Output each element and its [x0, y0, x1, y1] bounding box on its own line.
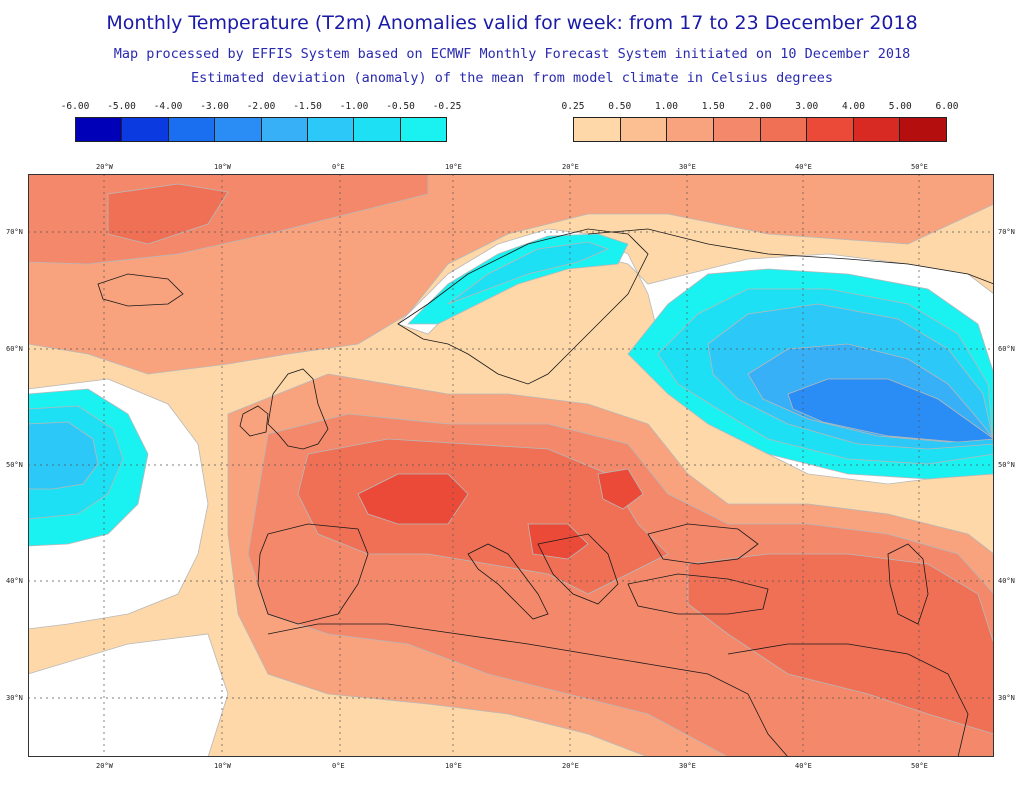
longitude-label: 10°W	[214, 163, 231, 171]
legend-cold-box	[307, 118, 355, 141]
legend-warm-tick-label: 5.00	[888, 101, 912, 112]
coastline-iceland	[97, 273, 184, 307]
map-panel	[28, 174, 994, 757]
latitude-label: 50°N	[998, 461, 1015, 469]
coastline-arctic	[587, 228, 994, 285]
legend-cold-box	[354, 118, 401, 141]
legend-warm-ticks: 0.25 0.50 1.00 1.50 2.00 3.00 4.00 5.00 6.00	[562, 101, 959, 115]
legend-warm-tick-label: 6.00	[935, 101, 959, 112]
anomaly-region-cold-0-5	[447, 241, 610, 305]
anomaly-region-cold-2-0	[787, 378, 994, 443]
legend-warm-tick-label: 2.00	[748, 101, 772, 112]
coastline-black-sea	[647, 523, 759, 565]
legend-cold-tick-label: -2.00	[246, 101, 276, 112]
map-title: Monthly Temperature (T2m) Anomalies vali…	[106, 12, 918, 34]
latitude-label: 50°N	[6, 461, 23, 469]
latitude-label: 40°N	[998, 577, 1015, 585]
longitude-label: 20°E	[562, 163, 579, 171]
legend-cold-tick-label: -6.00	[60, 101, 90, 112]
map-subtitle-units: Estimated deviation (anomaly) of the mea…	[190, 70, 834, 86]
legend-warm-tick-label: 4.00	[842, 101, 865, 112]
latitude-label: 70°N	[6, 228, 23, 236]
anomaly-region-cold-1-0	[28, 421, 99, 490]
anomaly-region-warm-2-0	[107, 183, 229, 245]
graticule	[28, 174, 994, 757]
latitude-label: 30°N	[6, 694, 23, 702]
latitude-label: 60°N	[998, 345, 1015, 353]
coastline-italy	[467, 543, 549, 620]
longitude-label: 30°E	[679, 762, 696, 770]
legend-cold-tick-label: -0.25	[432, 101, 462, 112]
legend-warm-box	[713, 118, 761, 141]
longitude-label: 10°E	[445, 163, 462, 171]
coastline-caspian	[887, 543, 929, 625]
legend-cold-tick-label: -3.00	[200, 101, 229, 112]
anomaly-map	[28, 174, 994, 757]
coastline-scandinavia	[397, 228, 649, 385]
map-subtitle-source: Map processed by EFFIS System based on E…	[113, 46, 911, 62]
longitude-label: 30°E	[679, 163, 696, 171]
latitude-label: 60°N	[6, 345, 23, 353]
map-border	[28, 174, 994, 757]
legend-warm-tick-label: 0.50	[608, 101, 632, 112]
legend-warm-box	[574, 118, 621, 141]
coastline-balkans	[537, 533, 619, 605]
longitude-label: 40°E	[795, 163, 812, 171]
longitude-label: 20°W	[96, 762, 113, 770]
longitude-label: 50°E	[911, 163, 928, 171]
coastline-africa-north	[267, 623, 789, 757]
latitude-label: 70°N	[998, 228, 1015, 236]
legend-cold-tick-label: -4.00	[153, 101, 183, 112]
longitude-label: 50°E	[911, 762, 928, 770]
legend-cold-box	[76, 118, 123, 141]
legend-warm-box	[760, 118, 808, 141]
legend-warm-box	[900, 118, 946, 141]
legend-cold-box	[261, 118, 308, 141]
legend-warm-tick-label: 1.50	[701, 101, 725, 112]
latitude-label: 40°N	[6, 577, 23, 585]
longitude-label: 0°E	[332, 762, 345, 770]
legend-warm-box	[807, 118, 854, 141]
longitude-label: 20°E	[562, 762, 579, 770]
longitude-label: 10°E	[445, 762, 462, 770]
legend-warm-box	[853, 118, 901, 141]
longitude-label: 40°E	[795, 762, 812, 770]
legend-warm-tick-label: 3.00	[795, 101, 819, 112]
legend-cold-tick-label: -0.50	[386, 101, 415, 112]
legend-cold-box	[215, 118, 262, 141]
anomaly-region-neutral	[28, 633, 229, 757]
coastline-iberia	[257, 523, 369, 625]
legend-warm-tick-label: 1.00	[655, 101, 678, 112]
longitude-label: 20°W	[96, 163, 113, 171]
anomaly-region-warm-3-0	[527, 523, 589, 560]
legend-cold-box	[400, 118, 446, 141]
legend-cold-tick-label: -5.00	[107, 101, 136, 112]
legend-cold-ticks: -6.00 -5.00 -4.00 -3.00 -2.00 -1.50 -1.00 -0.50…	[61, 101, 462, 115]
longitude-label: 0°E	[332, 163, 345, 171]
legend-warm-tick-label: 0.25	[561, 101, 585, 112]
legend-cold-tick-label: -1.00	[339, 101, 369, 112]
latitude-label: 30°N	[998, 694, 1015, 702]
coastline-ireland	[239, 405, 269, 437]
anomaly-region-warm-3-0	[597, 468, 644, 510]
legend-warm-box	[620, 118, 668, 141]
anomaly-region-warm-3-0	[357, 473, 469, 525]
coastline-arabia	[727, 643, 969, 757]
legend-cold-box	[168, 118, 216, 141]
legend-warm-bar	[573, 117, 947, 142]
legend-cold-box	[122, 118, 169, 141]
coastlines	[97, 228, 994, 757]
longitude-label: 10°W	[214, 762, 231, 770]
legend-warm-box	[667, 118, 714, 141]
coastline-british-isles	[267, 368, 329, 450]
legend-cold-tick-label: -1.50	[293, 101, 322, 112]
coastline-turkey	[627, 573, 769, 615]
legend-cold-bar	[75, 117, 447, 142]
